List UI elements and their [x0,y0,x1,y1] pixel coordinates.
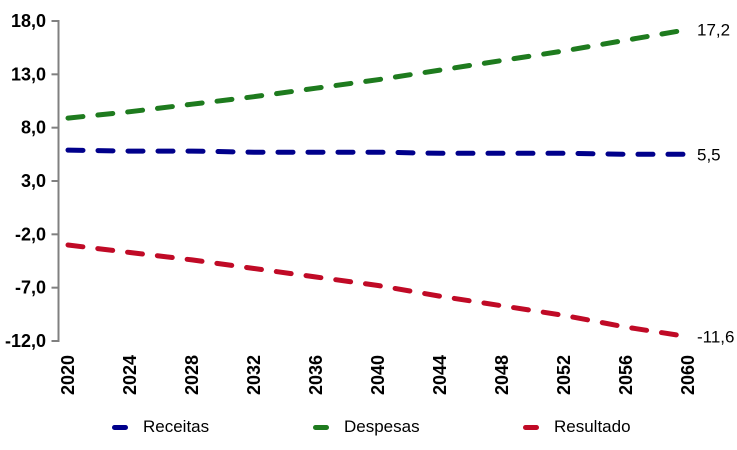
series-line-receitas [65,147,691,157]
x-axis-tick-label: 2044 [430,355,450,395]
end-value-label-despesas: 17,2 [697,21,730,40]
despesas-dash-swatch [313,424,329,430]
legend-label-resultado: Resultado [554,417,631,436]
series-line-resultado [65,242,691,340]
end-value-label-receitas: 5,5 [697,145,721,164]
resultado-dash-swatch [523,424,539,430]
end-value-label-resultado: -11,6 [697,328,735,347]
x-axis-tick-label: 2052 [554,355,574,395]
y-axis-tick-label: 18,0 [11,11,46,31]
y-axis-tick-label: -12,0 [5,331,46,351]
y-axis-tick-label: -2,0 [15,224,46,244]
legend-label-receitas: Receitas [143,417,210,436]
chart-legend: Receitas Despesas Resultado [0,414,737,444]
x-axis-tick-label: 2060 [678,355,698,395]
x-axis-tick-label: 2036 [306,355,326,395]
x-axis-tick-label: 2024 [120,355,140,395]
x-axis-tick-label: 2028 [182,355,202,395]
y-axis-tick-label: 13,0 [11,64,46,84]
legend-item-despesas: Despesas [313,414,420,440]
line-chart-canvas: 18,0 13,0 8,0 3,0 -2,0 -7,0 -12,0 2020 2024 2028 2… [5,11,735,395]
legend-item-resultado: Resultado [523,414,631,440]
x-axis-tick-label: 2056 [616,355,636,395]
y-axis-tick-label: 3,0 [21,171,46,191]
legend-item-receitas: Receitas [112,414,209,440]
y-axis-tick-label: -7,0 [15,278,46,298]
x-axis-tick-label: 2040 [368,355,388,395]
y-axis-tick-label: 8,0 [21,118,46,138]
receitas-dash-swatch [112,424,128,430]
legend-label-despesas: Despesas [344,417,420,436]
series-line-despesas [65,27,691,121]
x-axis-tick-label: 2020 [58,355,78,395]
x-axis-tick-label: 2048 [492,355,512,395]
x-axis-tick-label: 2032 [244,355,264,395]
